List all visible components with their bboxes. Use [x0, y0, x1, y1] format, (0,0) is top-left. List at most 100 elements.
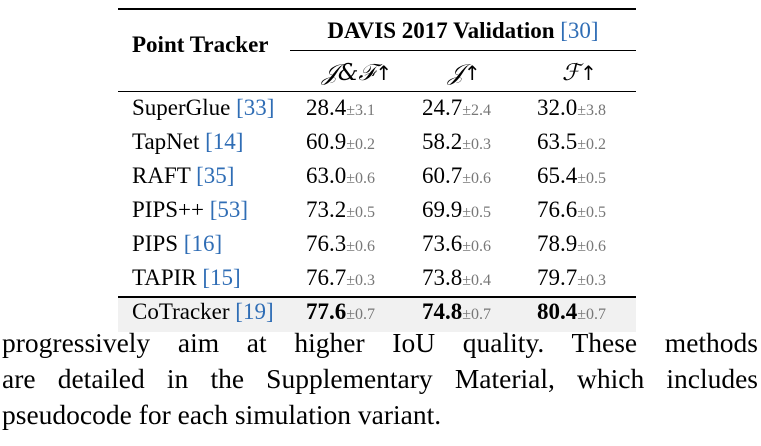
jf-value: 77.6	[306, 299, 347, 324]
tracker-name-text: PIPS++	[132, 197, 204, 222]
f-cell: 80.4±0.7	[537, 299, 606, 325]
paragraph-line: pseudocode for each simulation variant.	[2, 399, 442, 430]
f-std: ±3.8	[577, 102, 607, 119]
jf-value: 28.4	[306, 95, 347, 120]
jf-cell: 77.6±0.7	[306, 299, 375, 325]
jf-value: 73.2	[306, 197, 347, 222]
header-sub-rule	[290, 50, 636, 51]
f-cell: 65.4±0.5	[537, 163, 606, 189]
f-std: ±0.5	[577, 170, 607, 187]
dataset-label: DAVIS 2017 Validation	[327, 18, 555, 43]
j-cell: 73.8±0.4	[422, 265, 491, 291]
tracker-name: CoTracker [19]	[132, 299, 274, 325]
j-cell: 24.7±2.4	[422, 95, 491, 121]
tracker-name-text: TAPIR	[132, 265, 197, 290]
f-cell: 78.9±0.6	[537, 231, 606, 257]
jf-std: ±0.6	[346, 238, 376, 255]
body-paragraph: progressively aim at higher IoU quality.…	[2, 325, 758, 433]
jf-cell: 28.4±3.1	[306, 95, 375, 121]
tracker-name: PIPS [16]	[132, 231, 222, 257]
metric-f-symbol: ℱ	[562, 60, 581, 86]
tracker-citation[interactable]: [53]	[209, 197, 249, 222]
f-std: ±0.3	[577, 272, 607, 289]
j-value: 58.2	[422, 129, 463, 154]
tracker-citation[interactable]: [14]	[205, 129, 244, 154]
f-cell: 63.5±0.2	[537, 129, 606, 155]
jf-cell: 60.9±0.2	[306, 129, 375, 155]
j-std: ±2.4	[462, 102, 492, 119]
f-std: ±0.5	[577, 204, 607, 221]
f-value: 79.7	[537, 265, 578, 290]
metric-f-header: ℱ↑	[562, 60, 597, 86]
j-cell: 69.9±0.5	[422, 197, 491, 223]
f-cell: 79.7±0.3	[537, 265, 606, 291]
j-value: 69.9	[422, 197, 463, 222]
tracker-citation[interactable]: [16]	[183, 231, 223, 256]
j-std: ±0.3	[462, 136, 492, 153]
j-std: ±0.5	[462, 204, 492, 221]
j-value: 60.7	[422, 163, 463, 188]
tracker-citation[interactable]: [35]	[196, 163, 235, 188]
tracker-name: RAFT [35]	[132, 163, 234, 189]
tracker-citation[interactable]: [15]	[202, 265, 241, 290]
jf-std: ±0.7	[346, 306, 376, 323]
metric-j-header: 𝒥↑	[448, 60, 481, 86]
table-top-rule	[118, 8, 636, 10]
f-std: ±0.2	[577, 136, 607, 153]
tracker-name: PIPS++ [53]	[132, 197, 248, 223]
jf-value: 76.3	[306, 231, 347, 256]
tracker-citation[interactable]: [33]	[236, 95, 275, 120]
paragraph-line: progressively aim at higher IoU quality.…	[2, 327, 758, 358]
jf-std: ±0.3	[346, 272, 376, 289]
tracker-name-text: TapNet	[132, 129, 200, 154]
j-std: ±0.7	[462, 306, 492, 323]
f-value: 80.4	[537, 299, 578, 324]
jf-std: ±0.5	[346, 204, 376, 221]
header-point-tracker: Point Tracker	[132, 32, 269, 57]
tracker-name-text: CoTracker	[132, 299, 230, 324]
j-std: ±0.4	[462, 272, 492, 289]
table-row: PIPS [16] 76.3±0.6 73.6±0.6 78.9±0.6	[118, 230, 636, 264]
j-cell: 73.6±0.6	[422, 231, 491, 257]
jf-cell: 76.3±0.6	[306, 231, 375, 257]
table-bottom-rule	[118, 296, 636, 298]
metric-jf-symbol: 𝒥&ℱ	[322, 60, 376, 86]
table-row: TAPIR [15] 76.7±0.3 73.8±0.4 79.7±0.3	[118, 264, 636, 298]
tracker-name-text: PIPS	[132, 231, 179, 256]
jf-cell: 63.0±0.6	[306, 163, 375, 189]
up-arrow-icon: ↑	[580, 61, 597, 85]
metric-j-symbol: 𝒥	[448, 60, 464, 86]
j-value: 74.8	[422, 299, 463, 324]
up-arrow-icon: ↑	[375, 61, 393, 85]
table-row: RAFT [35] 63.0±0.6 60.7±0.6 65.4±0.5	[118, 162, 636, 196]
table-row: CoTracker [19] 77.6±0.7 74.8±0.7 80.4±0.7	[118, 298, 636, 332]
dataset-citation[interactable]: [30]	[560, 18, 599, 43]
j-value: 24.7	[422, 95, 463, 120]
jf-value: 76.7	[306, 265, 347, 290]
tracker-name: TAPIR [15]	[132, 265, 241, 291]
f-cell: 32.0±3.8	[537, 95, 606, 121]
j-value: 73.8	[422, 265, 463, 290]
jf-value: 60.9	[306, 129, 347, 154]
table-mid-rule	[118, 91, 636, 92]
tracker-name-text: SuperGlue	[132, 95, 231, 120]
f-value: 76.6	[537, 197, 578, 222]
header-dataset: DAVIS 2017 Validation [30]	[290, 18, 636, 44]
tracker-name: SuperGlue [33]	[132, 95, 274, 121]
f-value: 63.5	[537, 129, 578, 154]
table-row: SuperGlue [33] 28.4±3.1 24.7±2.4 32.0±3.8	[118, 94, 636, 128]
up-arrow-icon: ↑	[463, 61, 481, 85]
table-row: TapNet [14] 60.9±0.2 58.2±0.3 63.5±0.2	[118, 128, 636, 162]
f-value: 65.4	[537, 163, 578, 188]
j-std: ±0.6	[462, 238, 492, 255]
j-value: 73.6	[422, 231, 463, 256]
tracker-citation[interactable]: [19]	[235, 299, 274, 324]
tracker-name-text: RAFT	[132, 163, 191, 188]
f-value: 78.9	[537, 231, 578, 256]
metric-jf-header: 𝒥&ℱ↑	[322, 60, 392, 86]
jf-cell: 73.2±0.5	[306, 197, 375, 223]
j-cell: 58.2±0.3	[422, 129, 491, 155]
f-std: ±0.7	[577, 306, 607, 323]
jf-cell: 76.7±0.3	[306, 265, 375, 291]
j-cell: 60.7±0.6	[422, 163, 491, 189]
